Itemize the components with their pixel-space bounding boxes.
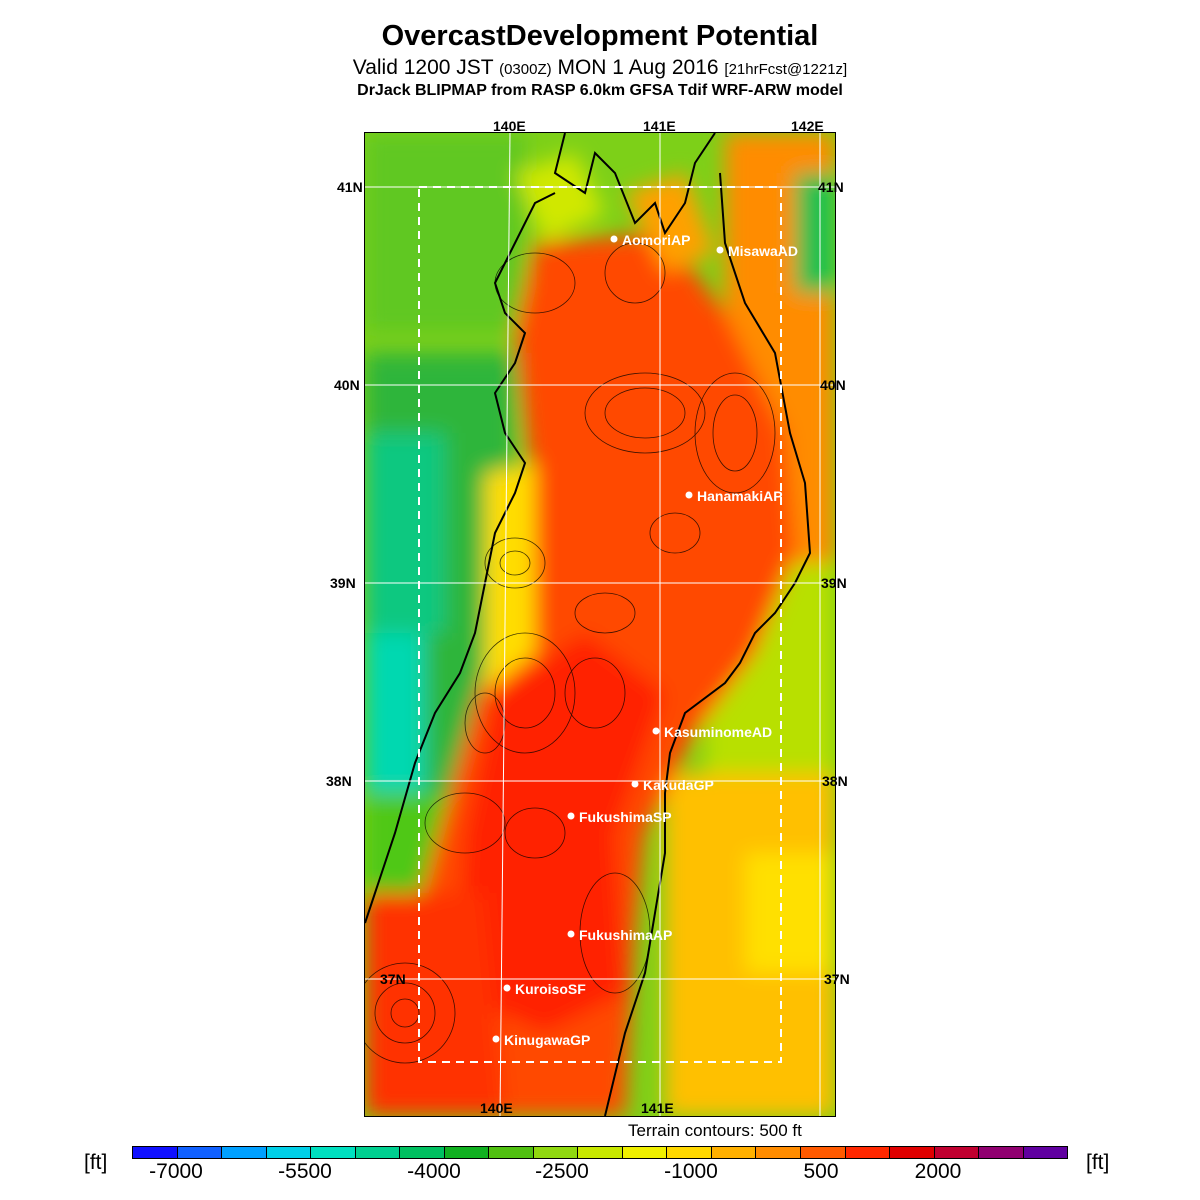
legend-label: -5500 [278,1160,332,1183]
station-label-misawa: MisawaAD [728,243,798,259]
model-credit: DrJack BLIPMAP from RASP 6.0km GFSA Tdif… [357,82,843,99]
terrain-contour-note: Terrain contours: 500 ft [628,1121,802,1140]
station-dot[interactable] [685,491,693,499]
potential-field [365,133,835,1116]
lon-label-top: 142E [791,118,824,134]
lon-label-bottom: 141E [641,1100,674,1116]
legend-label: -1000 [664,1160,718,1183]
station-dot[interactable] [652,727,660,735]
lat-label-left: 39N [330,575,356,591]
lat-label-left: 37N [380,971,406,987]
station-dot[interactable] [492,1035,500,1043]
color-swatch [1023,1147,1068,1158]
color-swatch [400,1147,445,1158]
station-label-fukushima-sp: FukushimaSP [579,809,672,825]
color-swatch [533,1147,579,1158]
lon-label-bottom: 140E [480,1100,513,1116]
lat-label-right: 39N [821,575,847,591]
color-scale-bar [132,1146,1068,1159]
station-label-kasuminome: KasuminomeAD [664,724,772,740]
color-swatch [890,1147,935,1158]
map-canvas: AomoriAP MisawaAD HanamakiAP KasuminomeA… [365,133,835,1116]
color-swatch [622,1147,668,1158]
lat-label-left: 41N [337,179,363,195]
color-swatch [133,1147,178,1158]
station-label-hanamaki: HanamakiAP [697,488,783,504]
color-swatch [800,1147,846,1158]
graticule [365,133,835,1116]
legend-label: -4000 [407,1160,461,1183]
color-swatch [845,1147,891,1158]
station-dot[interactable] [567,812,575,820]
valid-time: Valid 1200 JST (0300Z) MON 1 Aug 2016 [2… [0,56,1200,80]
station-label-aomori: AomoriAP [622,232,690,248]
lon-label-top: 140E [493,118,526,134]
forecast-info: [21hrFcst@1221z] [724,61,848,78]
color-swatch [711,1147,757,1158]
legend-label: -2500 [535,1160,589,1183]
station-dot[interactable] [716,246,724,254]
legend-label: -7000 [149,1160,203,1183]
lat-label-right: 37N [824,971,850,987]
valid-time-main: Valid 1200 JST [352,56,494,79]
map-title: OvercastDevelopment Potential [381,20,819,52]
legend-unit-right: [ft] [1086,1151,1110,1174]
lat-label-right: 41N [818,179,844,195]
forecast-map[interactable]: AomoriAP MisawaAD HanamakiAP KasuminomeA… [364,132,836,1117]
color-swatch [444,1147,490,1158]
color-swatch [266,1147,312,1158]
color-swatch [578,1147,623,1158]
coastline-east [604,172,812,1116]
valid-time-utc: (0300Z) [499,61,552,78]
station-dot[interactable] [631,780,639,788]
color-swatch [222,1147,267,1158]
legend-unit-left: [ft] [84,1151,108,1174]
station-dot[interactable] [503,984,511,992]
color-swatch [756,1147,801,1158]
lat-label-left: 38N [326,773,352,789]
station-dot[interactable] [567,930,575,938]
legend-label: 2000 [914,1160,962,1183]
color-swatch [311,1147,356,1158]
valid-date: MON 1 Aug 2016 [557,56,719,79]
domain-boundary [418,186,782,1063]
station-dot[interactable] [610,235,618,243]
color-swatch [355,1147,401,1158]
legend-label: 500 [803,1160,839,1183]
lat-label-right: 40N [820,377,846,393]
color-swatch [489,1147,534,1158]
color-swatch [667,1147,712,1158]
color-swatch [979,1147,1024,1158]
terrain-contours [365,242,776,1064]
station-label-kakuda: KakudaGP [643,777,714,793]
station-label-kinugawa: KinugawaGP [504,1032,590,1048]
station-markers[interactable]: AomoriAP MisawaAD HanamakiAP KasuminomeA… [492,232,799,1048]
color-swatch [177,1147,223,1158]
color-swatch [934,1147,980,1158]
station-label-fukushima-ap: FukushimaAP [579,927,672,943]
lat-label-right: 38N [822,773,848,789]
station-label-kuroiso: KuroisoSF [515,981,586,997]
lon-label-top: 141E [643,118,676,134]
lat-label-left: 40N [334,377,360,393]
